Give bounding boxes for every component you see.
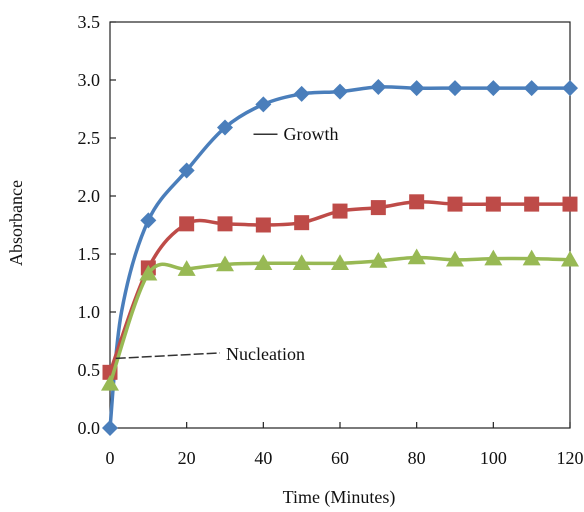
series-2-point [485, 196, 501, 212]
x-tick-label: 40 [254, 448, 272, 468]
y-tick-label: 0.5 [78, 360, 101, 380]
series-2-point [524, 196, 540, 212]
y-tick-label: 1.0 [78, 302, 101, 322]
series-1-point [140, 212, 157, 229]
series-2-point [332, 203, 348, 219]
axes: 0.0 0.5 1.0 1.5 2.0 2.5 3.0 3.5 0 20 40 60 80 100 120 [78, 12, 584, 468]
series-3-point [292, 254, 311, 271]
series-3-group [101, 248, 579, 391]
series-1-point [447, 80, 463, 97]
x-tick-label: 60 [331, 448, 349, 468]
nucleation-leader [115, 352, 221, 360]
x-tick-label: 80 [408, 448, 426, 468]
series-2-line [108, 199, 570, 373]
series-1-point [178, 162, 195, 179]
series-1-point [485, 80, 502, 97]
y-tick-label: 1.5 [78, 244, 101, 264]
series-3-point [139, 264, 158, 281]
series-3-point [331, 254, 349, 271]
series-2-point [294, 215, 310, 231]
plot-frame [109, 21, 571, 429]
x-tick-label: 100 [480, 448, 507, 468]
series-1-point [217, 119, 233, 136]
series-1-point [293, 85, 310, 102]
x-tick-label: 120 [557, 448, 584, 468]
series-1-group [102, 78, 578, 436]
y-tick-label: 3.0 [78, 70, 101, 90]
series-2-group [102, 194, 578, 380]
series-2-point [447, 196, 463, 212]
series-3-point [446, 250, 464, 267]
series-3-point [177, 260, 196, 276]
series-1-point [102, 420, 118, 436]
series-1-point [332, 83, 348, 100]
growth-label: Growth [284, 124, 339, 144]
y-tick-label: 2.5 [78, 128, 101, 148]
y-tick-label: 0.0 [78, 418, 101, 438]
y-axis-label: Absorbance [6, 180, 26, 266]
series-1-point [562, 80, 578, 97]
series-2-point [255, 217, 271, 233]
annotations: Growth Nucleation [115, 124, 339, 364]
series-2-point [217, 216, 233, 232]
series-2-point [179, 216, 195, 232]
series-3-point [101, 374, 119, 391]
series-2-point [562, 196, 578, 212]
series-3-point [522, 249, 541, 266]
y-tick-label: 2.0 [78, 186, 101, 206]
series-3-point [216, 255, 234, 272]
y-tick-label: 3.5 [78, 12, 101, 32]
series-2-point [370, 200, 386, 216]
series-3-point [407, 248, 426, 265]
series-marks [101, 78, 579, 436]
nucleation-label: Nucleation [226, 344, 305, 364]
series-1-point [408, 80, 425, 97]
series-1-point [370, 78, 387, 95]
series-2-point [409, 194, 425, 210]
x-axis-label: Time (Minutes) [283, 487, 396, 508]
series-3-point [254, 254, 273, 271]
series-3-point [561, 250, 579, 267]
series-1-point [523, 80, 540, 97]
series-3-line [108, 255, 571, 385]
series-3-point [369, 251, 388, 268]
series-1-point [255, 96, 272, 113]
x-tick-label: 0 [106, 448, 115, 468]
x-tick-label: 20 [178, 448, 196, 468]
series-3-point [484, 249, 503, 266]
